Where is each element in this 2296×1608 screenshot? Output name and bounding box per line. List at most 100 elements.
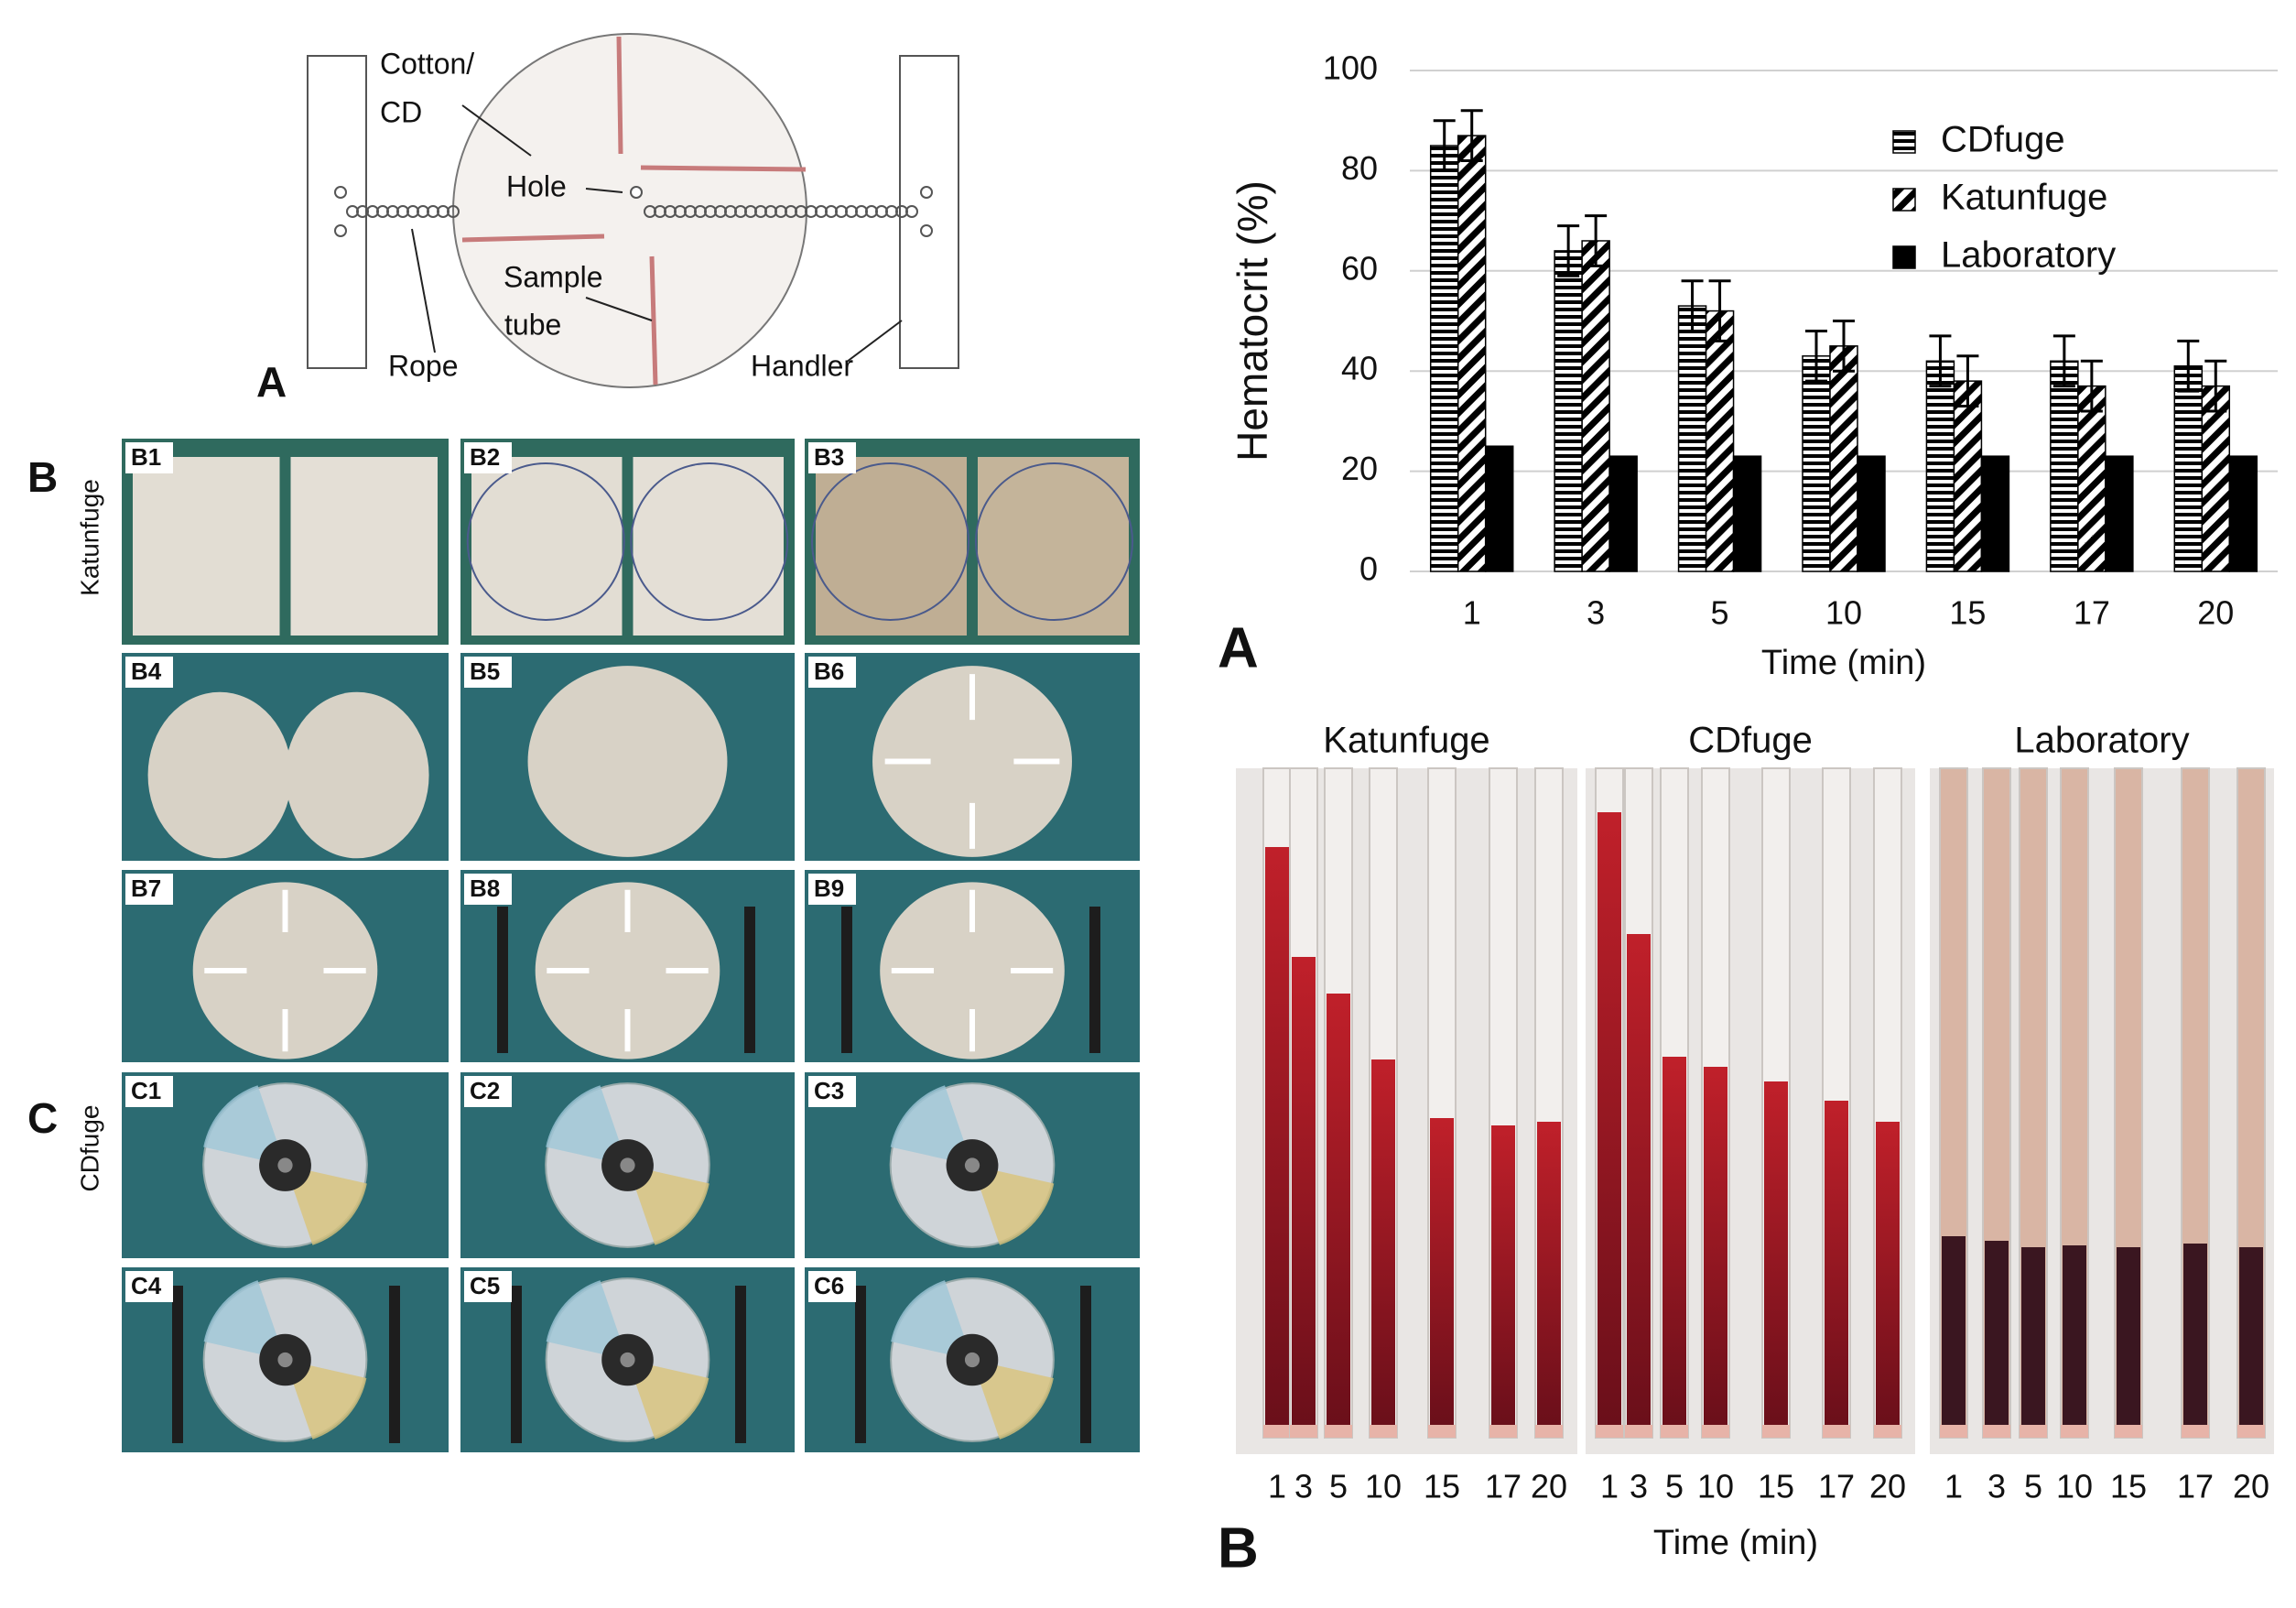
seal xyxy=(2061,1425,2088,1438)
blood xyxy=(1265,847,1289,1427)
cell-tag xyxy=(125,1271,173,1302)
seal xyxy=(2182,1425,2209,1438)
y-tick-label: 80 xyxy=(1341,149,1378,187)
handle-stick xyxy=(497,907,508,1053)
cd-rainbow xyxy=(972,1360,1054,1440)
fabric xyxy=(872,666,1072,857)
cd-rainbow xyxy=(285,1360,367,1440)
label: C2 xyxy=(470,1077,500,1104)
cd-hole xyxy=(964,1157,980,1173)
seal xyxy=(1823,1425,1850,1438)
tube-label: 17 xyxy=(2177,1468,2214,1505)
leader-line xyxy=(461,104,532,157)
cell-tag xyxy=(808,442,856,473)
blood xyxy=(2063,1245,2086,1427)
label: B7 xyxy=(131,875,161,902)
tube-label: 3 xyxy=(1987,1468,2006,1505)
cell-tag xyxy=(808,874,856,905)
bar xyxy=(1857,455,1886,572)
cd-rainbow xyxy=(890,1085,972,1166)
cell-tag xyxy=(464,442,512,473)
fabric xyxy=(133,457,280,636)
tube-photo xyxy=(1930,768,2274,1454)
sample-tube xyxy=(649,255,658,386)
outline xyxy=(975,462,1133,621)
seal xyxy=(2115,1425,2142,1438)
cell-tag xyxy=(464,874,512,905)
knot xyxy=(334,186,347,199)
handler xyxy=(899,55,959,369)
sample-tube xyxy=(640,165,807,172)
y-tick-label: 60 xyxy=(1341,249,1378,287)
group-title: Katunfuge xyxy=(1323,721,1489,761)
cd-hole xyxy=(620,1352,635,1368)
tube-label: 3 xyxy=(1294,1468,1313,1505)
label: Rope xyxy=(388,349,459,382)
label: C6 xyxy=(814,1272,844,1299)
cell-tag xyxy=(464,1271,512,1302)
knot xyxy=(920,186,933,199)
seal xyxy=(1762,1425,1790,1438)
bar xyxy=(2201,385,2231,572)
blood xyxy=(1537,1122,1561,1427)
fabric xyxy=(880,882,1065,1059)
label: Cotton/ xyxy=(380,47,474,80)
cd-rainbow xyxy=(285,1165,367,1245)
tube-label: 15 xyxy=(1758,1468,1794,1505)
y-tick-label: 0 xyxy=(1359,550,1378,588)
x-tick-label: 1 xyxy=(1463,594,1481,632)
tube-label: 17 xyxy=(1818,1468,1855,1505)
x-tick-label: 15 xyxy=(1949,594,1986,632)
seal xyxy=(2237,1425,2265,1438)
label: tube xyxy=(504,308,561,341)
seal xyxy=(1535,1425,1563,1438)
label: B xyxy=(1218,1516,1259,1580)
tube-label: 1 xyxy=(1944,1468,1963,1505)
cd-hole xyxy=(277,1352,293,1368)
blood xyxy=(1662,1057,1686,1427)
seal xyxy=(2020,1425,2047,1438)
seal xyxy=(1625,1425,1652,1438)
sample-tube xyxy=(461,234,605,243)
blood xyxy=(1825,1101,1848,1427)
blood xyxy=(1942,1236,1966,1427)
cell-tag xyxy=(808,1076,856,1107)
tube-label: 20 xyxy=(2233,1468,2269,1505)
rope-link xyxy=(905,205,918,218)
label: B2 xyxy=(470,443,500,471)
seal xyxy=(1874,1425,1901,1438)
cell-tag xyxy=(808,1271,856,1302)
tube-label: 1 xyxy=(1268,1468,1286,1505)
blood xyxy=(1764,1081,1788,1427)
seal xyxy=(1290,1425,1317,1438)
seal xyxy=(1489,1425,1517,1438)
blood xyxy=(1985,1241,2009,1427)
label: B xyxy=(27,453,58,501)
seal xyxy=(1940,1425,1967,1438)
cd-rainbow xyxy=(627,1360,709,1440)
blood xyxy=(1876,1122,1900,1427)
y-axis-label: Hematocrit (%) xyxy=(1229,180,1276,462)
outline xyxy=(630,462,789,621)
handle-stick xyxy=(855,1286,866,1443)
sample-tube xyxy=(616,36,623,155)
x-tick-label: 17 xyxy=(2074,594,2110,632)
bar xyxy=(2228,455,2258,572)
label: Hole xyxy=(506,169,567,202)
bar xyxy=(2077,385,2106,572)
bar xyxy=(2105,455,2134,572)
cd-rainbow xyxy=(203,1085,286,1166)
cell-tag xyxy=(808,657,856,688)
x-tick-label: 10 xyxy=(1825,594,1862,632)
seal xyxy=(1596,1425,1623,1438)
bar xyxy=(1457,135,1487,572)
cd-rainbow xyxy=(203,1280,286,1360)
x-axis-label: Time (min) xyxy=(1653,1524,1818,1562)
y-tick-label: 40 xyxy=(1341,350,1378,387)
handle-stick xyxy=(172,1286,183,1443)
label: C xyxy=(27,1094,58,1142)
cd-rainbow xyxy=(627,1165,709,1245)
fabric xyxy=(290,457,438,636)
tube-label: 5 xyxy=(1665,1468,1684,1505)
side-label: Katunfuge xyxy=(75,479,103,596)
